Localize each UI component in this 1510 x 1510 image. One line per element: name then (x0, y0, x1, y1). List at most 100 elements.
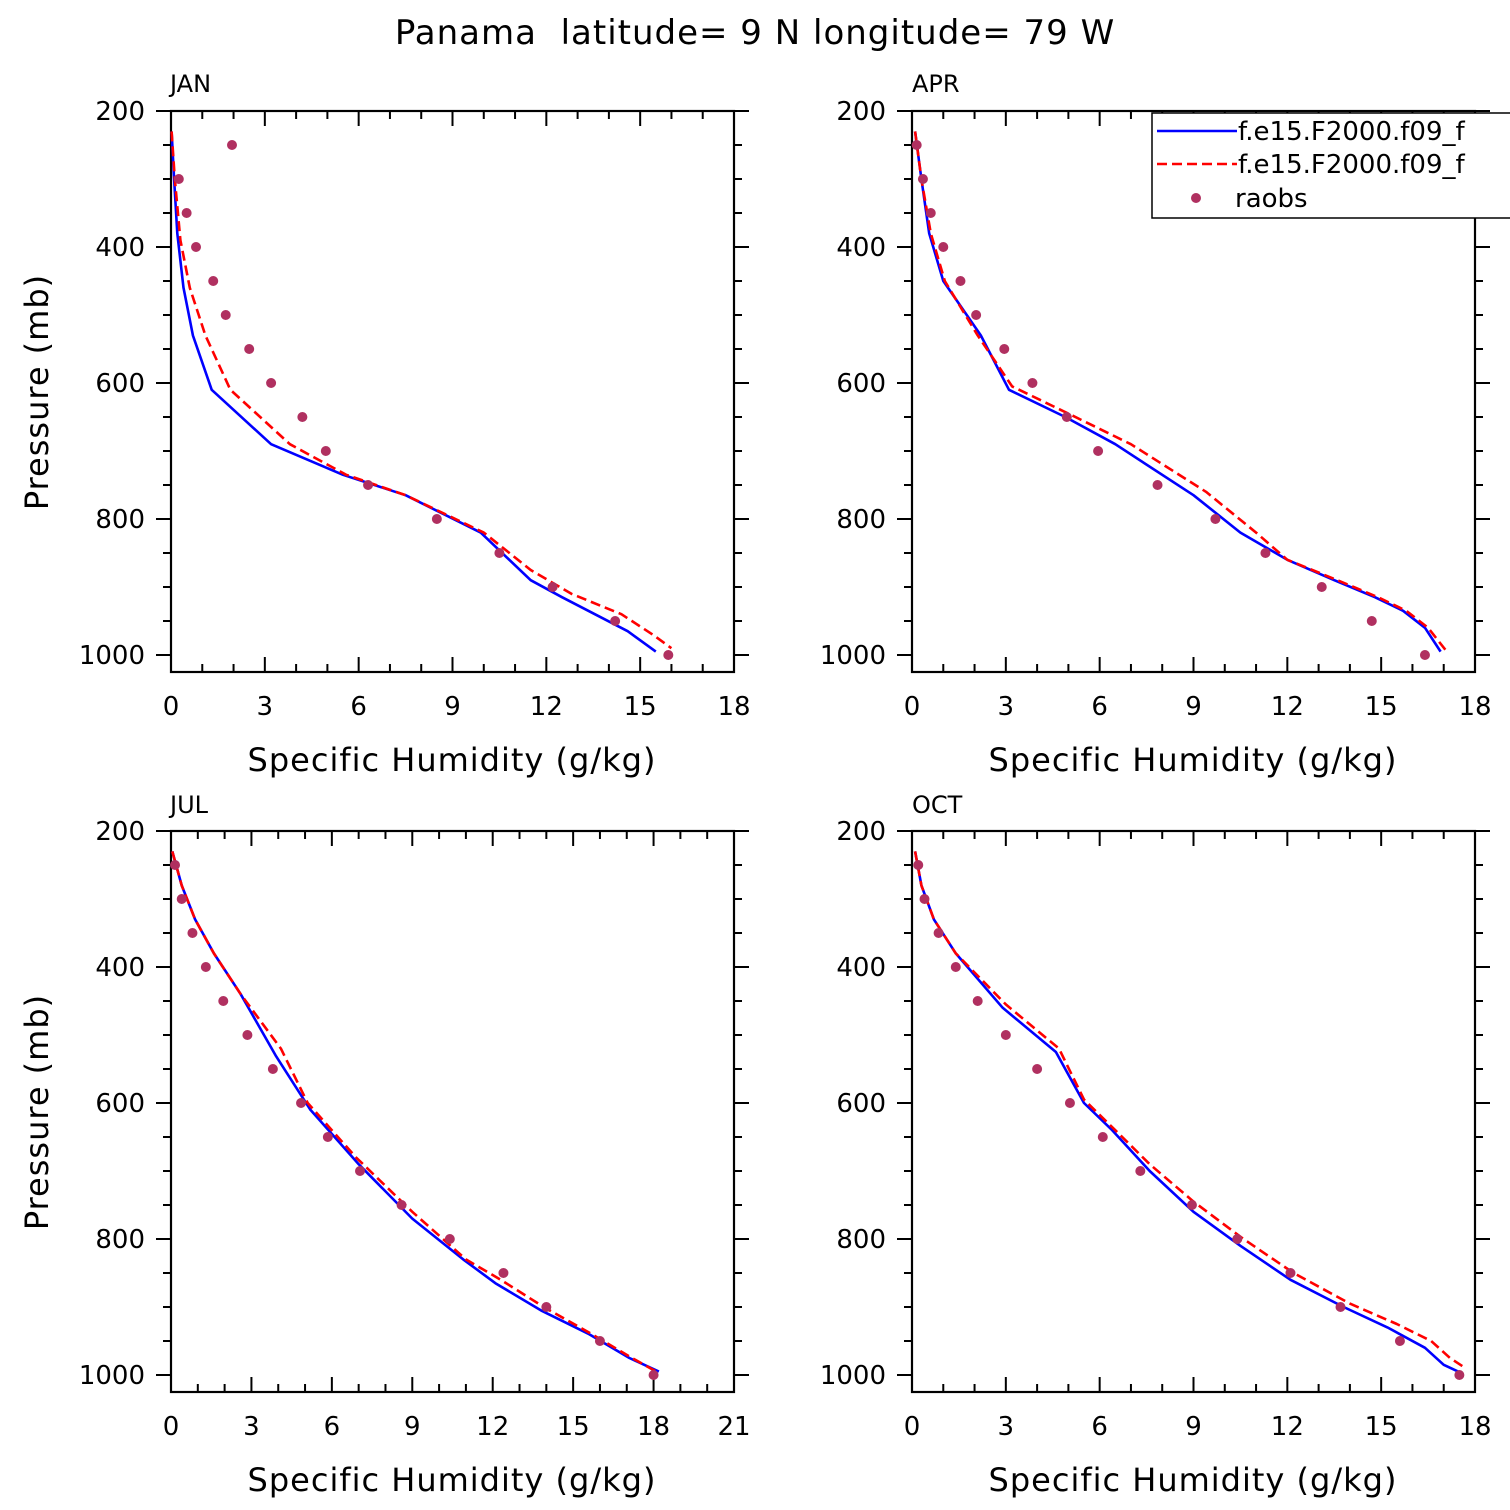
dashed-series-line-oct (913, 851, 1467, 1370)
y-tick-label: 400 (836, 233, 886, 263)
raobs-point-oct (950, 962, 961, 972)
raobs-point-apr (971, 310, 982, 320)
raobs-point-jul (267, 1064, 278, 1074)
x-tick-label: 15 (1365, 692, 1398, 722)
plot-area-oct: 0 3 6 9 12 15 18 200 400 600 800 1000 (820, 817, 1492, 1442)
y-tick-label: 200 (836, 817, 886, 847)
dashed-series-line-apr (913, 131, 1448, 653)
y-tick-label: 1000 (820, 1361, 886, 1391)
x-tick-label: 15 (624, 692, 657, 722)
x-tick-label: 21 (717, 1412, 750, 1442)
y-tick-label: 800 (95, 1225, 145, 1255)
panel-label-apr: APR (912, 70, 960, 98)
raobs-point-jan (173, 174, 184, 184)
raobs-point-apr (1419, 650, 1430, 660)
x-tick-label: 9 (444, 692, 461, 722)
x-tick-label: 18 (717, 692, 750, 722)
raobs-point-jul (355, 1166, 366, 1176)
y-tick-label: 1000 (79, 1361, 145, 1391)
x-axis-title-jan: Specific Humidity (g/kg) (248, 741, 657, 779)
x-tick-label: 0 (163, 692, 180, 722)
plot-frame (169, 829, 736, 1394)
panel-oct: OCT 0 3 6 9 12 15 18 200 400 600 800 1000 Specific … (820, 791, 1492, 1499)
raobs-point-apr (1366, 616, 1377, 626)
y-tick-label: 800 (836, 505, 886, 535)
raobs-point-jul (322, 1132, 333, 1142)
y-tick-label: 800 (836, 1225, 886, 1255)
raobs-point-jul (498, 1268, 509, 1278)
raobs-point-jan (494, 548, 505, 558)
raobs-point-oct (1064, 1098, 1075, 1108)
raobs-point-oct (1454, 1370, 1465, 1380)
x-axis-title-oct: Specific Humidity (g/kg) (989, 1461, 1398, 1499)
raobs-point-jul (170, 860, 181, 870)
x-tick-label: 3 (243, 1412, 260, 1442)
dashed-series-line-jul (171, 851, 657, 1373)
panel-label-oct: OCT (912, 791, 963, 819)
raobs-point-apr (1061, 412, 1072, 422)
y-tick-label: 200 (95, 817, 145, 847)
raobs-point-oct (1285, 1268, 1296, 1278)
raobs-point-jul (541, 1302, 552, 1312)
raobs-point-oct (1335, 1302, 1346, 1312)
legend-label-2: f.e15.F2000.f09_f (1238, 150, 1465, 180)
x-axis-title-apr: Specific Humidity (g/kg) (989, 741, 1398, 779)
raobs-point-jan (220, 310, 231, 320)
plot-frame (169, 109, 736, 674)
solid-series-line-oct (913, 851, 1464, 1375)
panel-jan: JAN 0 3 6 9 12 15 18 200 400 600 800 1000 Specific … (18, 70, 751, 779)
x-tick-label: 18 (637, 1412, 670, 1442)
raobs-point-oct (1232, 1234, 1243, 1244)
solid-series-line-apr (913, 131, 1442, 653)
y-axis-title-jan: Pressure (mb) (18, 274, 56, 510)
raobs-point-apr (1152, 480, 1163, 490)
x-tick-label: 18 (1458, 1412, 1491, 1442)
raobs-point-jan (610, 616, 621, 626)
raobs-point-oct (1032, 1064, 1043, 1074)
raobs-point-apr (955, 276, 966, 286)
raobs-point-jul (200, 962, 211, 972)
raobs-point-jan (208, 276, 219, 286)
raobs-point-jan (244, 344, 255, 354)
raobs-point-jan (181, 208, 192, 218)
raobs-point-jul (242, 1030, 253, 1040)
raobs-point-apr (1027, 378, 1038, 388)
raobs-point-jan (663, 650, 674, 660)
y-tick-label: 800 (95, 505, 145, 535)
y-tick-label: 400 (95, 233, 145, 263)
legend-label-3: raobs (1235, 184, 1308, 214)
raobs-point-apr (1260, 548, 1271, 558)
raobs-point-jul (176, 894, 187, 904)
raobs-point-jan (191, 242, 202, 252)
plot-area-jan: 0 3 6 9 12 15 18 200 400 600 800 1000 (79, 97, 751, 722)
y-tick-label: 400 (836, 953, 886, 983)
raobs-point-jul (396, 1200, 407, 1210)
solid-series-line-jul (171, 851, 660, 1373)
raobs-point-oct (1186, 1200, 1197, 1210)
x-tick-label: 0 (163, 1412, 180, 1442)
y-axis-title-jul: Pressure (mb) (18, 994, 56, 1230)
raobs-point-oct (913, 860, 924, 870)
raobs-point-oct (972, 996, 983, 1006)
x-tick-label: 9 (1185, 1412, 1202, 1442)
raobs-point-apr (1210, 514, 1221, 524)
legend-label-1: f.e15.F2000.f09_f (1238, 117, 1465, 147)
y-tick-label: 600 (836, 369, 886, 399)
panel-label-jan: JAN (168, 70, 211, 98)
dashed-series-line-jan (170, 131, 673, 650)
x-axis-title-jul: Specific Humidity (g/kg) (248, 1461, 657, 1499)
x-tick-label: 6 (350, 692, 367, 722)
solid-series-line-jan (170, 131, 657, 653)
raobs-point-jan (297, 412, 308, 422)
x-tick-label: 18 (1458, 692, 1491, 722)
raobs-point-oct (1135, 1166, 1146, 1176)
plot-area-jul: 0 3 6 9 12 15 18 21 200 400 600 800 1000 (79, 817, 751, 1442)
raobs-point-jan (226, 140, 237, 150)
y-tick-label: 200 (836, 97, 886, 127)
raobs-point-jul (187, 928, 198, 938)
y-tick-label: 600 (836, 1089, 886, 1119)
x-tick-label: 9 (404, 1412, 421, 1442)
raobs-point-jan (547, 582, 558, 592)
raobs-point-apr (1316, 582, 1327, 592)
